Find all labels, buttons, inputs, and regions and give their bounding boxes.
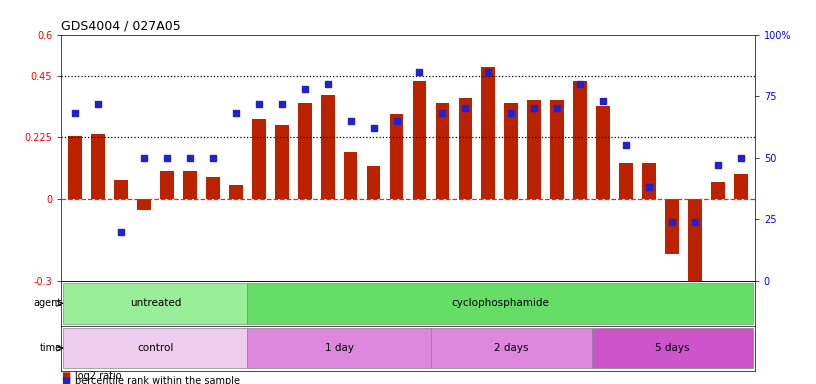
Text: control: control [137,343,174,353]
Bar [688,199,702,289]
Point [137,155,150,161]
Point [69,110,82,116]
Point [298,86,311,92]
Text: cyclophosphamide: cyclophosphamide [451,298,549,308]
Text: 1 day: 1 day [325,343,353,353]
Point [666,219,679,225]
Bar [275,125,289,199]
Bar [206,177,220,199]
Bar [298,103,312,199]
Text: ■: ■ [61,376,70,384]
Bar [228,185,242,199]
Point [184,155,197,161]
Point [574,81,587,87]
Point [321,81,334,87]
Bar [619,163,633,199]
Point [413,68,426,74]
Bar [665,199,679,253]
Point [436,110,449,116]
Bar [642,163,656,199]
Point [229,110,242,116]
Bar [527,100,541,199]
Text: untreated: untreated [130,298,181,308]
Bar [321,95,335,199]
Text: ■: ■ [61,371,70,381]
Bar [459,98,472,199]
Bar [68,136,82,199]
Bar [734,174,748,199]
Bar [481,68,495,199]
Bar [344,152,357,199]
Text: time: time [39,343,62,353]
Bar [436,103,450,199]
Point [367,125,380,131]
Point [596,98,610,104]
Bar [389,114,403,199]
Bar [183,171,197,199]
Bar [504,103,518,199]
Bar [574,81,588,199]
Bar [596,106,610,199]
Bar [712,182,725,199]
Bar [160,171,174,199]
Point [528,106,541,112]
Point [114,228,127,235]
Bar [114,180,128,199]
Bar [247,328,431,368]
Bar [247,283,752,323]
Point [252,101,265,107]
Point [505,110,518,116]
Bar [91,134,104,199]
Text: 5 days: 5 days [655,343,690,353]
Point [734,155,747,161]
Bar [592,328,752,368]
Point [344,118,357,124]
Bar [551,100,564,199]
Point [619,142,632,149]
Bar [366,166,380,199]
Point [712,162,725,168]
Point [459,106,472,112]
Text: 2 days: 2 days [494,343,529,353]
Text: GDS4004 / 027A05: GDS4004 / 027A05 [61,19,181,32]
Point [91,101,104,107]
Bar [64,328,247,368]
Point [643,184,656,190]
Point [482,68,495,74]
Bar [431,328,592,368]
Point [551,106,564,112]
Point [689,219,702,225]
Bar [413,81,427,199]
Bar [137,199,151,210]
Text: percentile rank within the sample: percentile rank within the sample [75,376,240,384]
Text: log2 ratio: log2 ratio [75,371,122,381]
Bar [252,119,265,199]
Text: agent: agent [33,298,62,308]
Point [160,155,173,161]
Point [206,155,220,161]
Bar [64,283,247,323]
Point [390,118,403,124]
Point [275,101,288,107]
